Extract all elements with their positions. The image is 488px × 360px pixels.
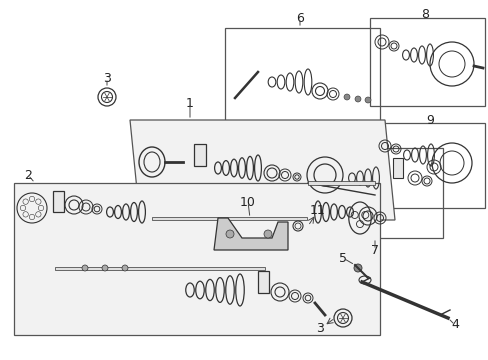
Text: 1: 1 xyxy=(185,96,194,109)
Polygon shape xyxy=(14,183,379,335)
Circle shape xyxy=(102,265,108,271)
Text: 7: 7 xyxy=(370,243,378,257)
Text: 5: 5 xyxy=(338,252,346,265)
Text: 3: 3 xyxy=(103,72,111,85)
Text: 8: 8 xyxy=(420,8,428,21)
Bar xyxy=(152,217,306,220)
Text: 11: 11 xyxy=(309,203,325,216)
Bar xyxy=(374,123,484,208)
Text: 10: 10 xyxy=(240,195,255,208)
Bar xyxy=(52,190,63,212)
Bar xyxy=(224,28,379,123)
Circle shape xyxy=(364,97,370,103)
Circle shape xyxy=(264,230,271,238)
Bar xyxy=(257,271,268,293)
Circle shape xyxy=(354,96,360,102)
Bar xyxy=(369,18,484,106)
Circle shape xyxy=(353,264,361,272)
Circle shape xyxy=(225,230,234,238)
Bar xyxy=(392,158,402,178)
Bar xyxy=(312,148,442,238)
Text: 3: 3 xyxy=(315,321,323,334)
Circle shape xyxy=(82,265,88,271)
Text: 4: 4 xyxy=(450,319,458,332)
Circle shape xyxy=(343,94,349,100)
Circle shape xyxy=(122,265,128,271)
Polygon shape xyxy=(130,120,394,220)
Polygon shape xyxy=(214,218,287,250)
Bar xyxy=(194,144,205,166)
Text: 6: 6 xyxy=(295,12,304,24)
Bar xyxy=(307,181,374,185)
Text: 2: 2 xyxy=(24,168,32,181)
Text: 9: 9 xyxy=(425,113,433,126)
Bar xyxy=(55,267,264,270)
